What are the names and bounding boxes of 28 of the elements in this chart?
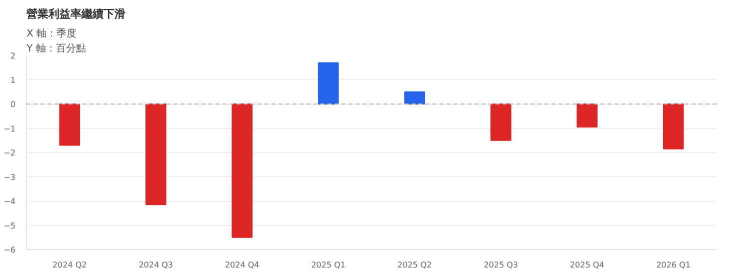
y-tick-label: −2 <box>4 148 16 158</box>
y-tick-label: 0 <box>10 100 16 109</box>
bar <box>145 104 166 206</box>
x-tick-label: 2025 Q2 <box>397 260 432 270</box>
bar <box>232 104 253 238</box>
bar <box>59 104 80 146</box>
x-tick-label: 2024 Q4 <box>224 260 260 270</box>
bar <box>404 91 426 104</box>
y-tick-label: 1 <box>10 76 16 85</box>
bar <box>662 104 684 150</box>
x-tick-label: 2024 Q3 <box>138 260 174 270</box>
y-tick-label: −6 <box>4 246 16 254</box>
x-tick-label: 2024 Q2 <box>52 260 87 270</box>
bar <box>490 104 512 141</box>
x-tick-label: 2025 Q1 <box>311 260 346 270</box>
text: X 軸：季度 <box>26 28 77 40</box>
bar <box>576 104 598 128</box>
y-tick-label: −3 <box>4 172 16 182</box>
x-tick-label: 2026 Q1 <box>656 260 691 270</box>
bar <box>318 62 339 104</box>
y-tick-label: −4 <box>4 197 16 206</box>
text: Y 軸：百分點 <box>26 42 86 54</box>
x-tick-label: 2025 Q4 <box>570 260 604 270</box>
y-tick-label: 2 <box>10 52 16 60</box>
x-tick-label: 2025 Q3 <box>484 260 518 270</box>
chart-title: 營業利益率繼續下滑 <box>26 8 126 20</box>
y-tick-label: −1 <box>4 124 16 134</box>
y-tick-label: −5 <box>4 221 16 230</box>
